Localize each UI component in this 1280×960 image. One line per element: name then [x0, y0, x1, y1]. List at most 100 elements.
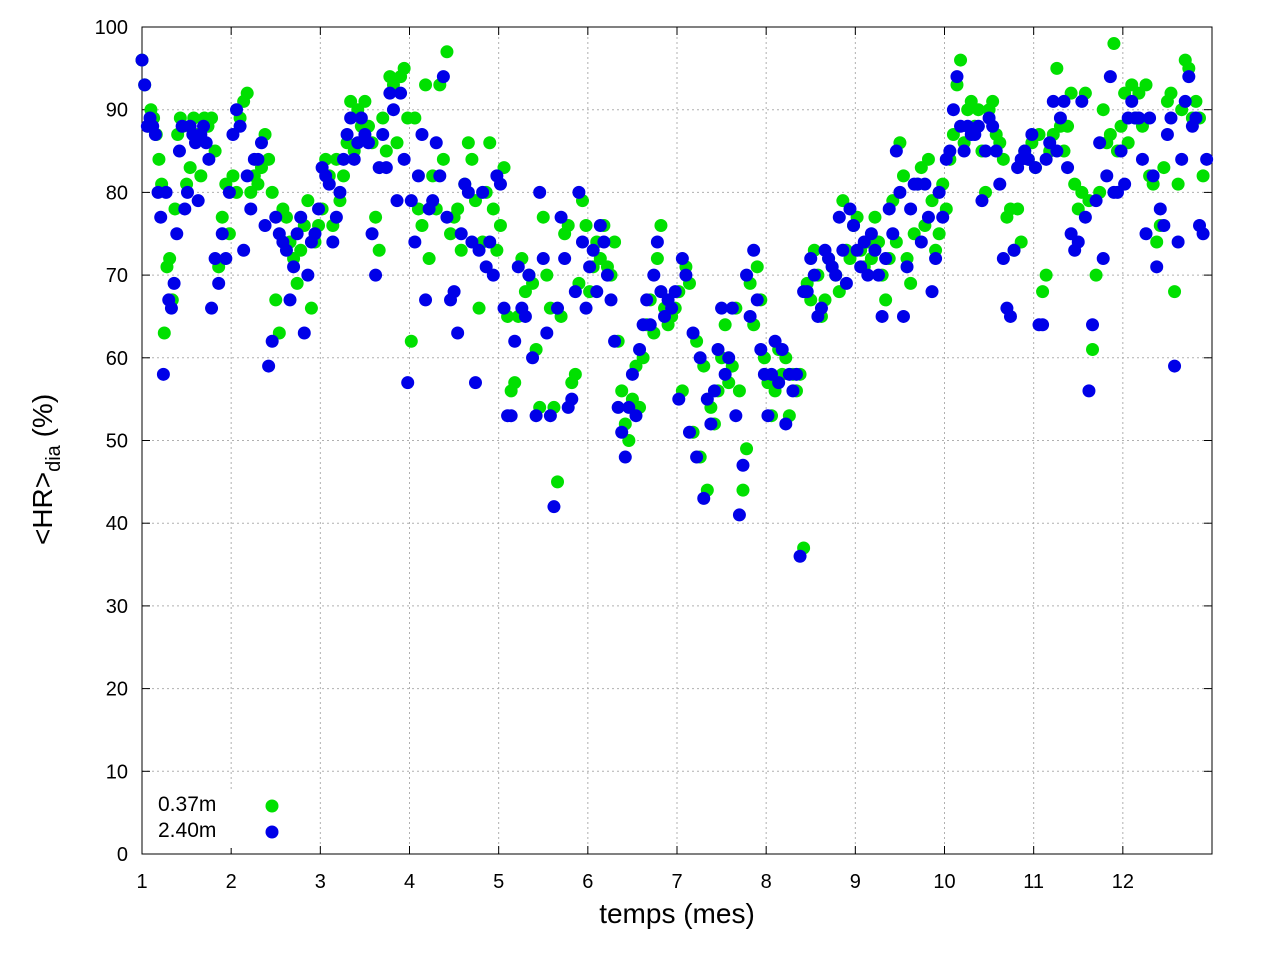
data-point-series-1: [986, 94, 1000, 108]
x-tick-label: 8: [761, 871, 772, 893]
data-point-series-1: [358, 94, 372, 108]
data-point-series-1: [879, 293, 893, 307]
data-point-series-1: [1096, 103, 1110, 117]
data-point-series-1: [205, 111, 219, 125]
data-point-series-2: [900, 260, 914, 274]
data-point-series-2: [800, 285, 814, 299]
data-point-series-2: [1139, 227, 1153, 241]
data-point-series-2: [893, 185, 907, 199]
data-point-series-2: [839, 276, 853, 290]
data-point-series-1: [1039, 268, 1053, 282]
data-point-series-1: [536, 210, 550, 224]
data-point-series-1: [608, 235, 622, 249]
data-point-series-2: [633, 343, 647, 357]
data-point-series-1: [440, 45, 454, 59]
data-point-series-1: [1196, 169, 1210, 183]
data-point-series-1: [932, 227, 946, 241]
data-point-series-2: [522, 268, 536, 282]
data-point-series-1: [337, 169, 351, 183]
data-point-series-2: [754, 343, 768, 357]
data-point-series-2: [732, 508, 746, 522]
data-point-series-2: [1039, 152, 1053, 166]
data-point-series-2: [279, 243, 293, 257]
data-point-series-2: [1146, 169, 1160, 183]
data-point-series-2: [1028, 161, 1042, 175]
data-point-series-2: [1089, 194, 1103, 208]
data-point-series-2: [212, 276, 226, 290]
data-point-series-2: [433, 169, 447, 183]
data-point-series-2: [436, 70, 450, 84]
data-point-series-2: [1025, 128, 1039, 142]
legend: 0.37m 2.40m: [150, 790, 300, 848]
data-point-series-2: [807, 268, 821, 282]
data-point-series-2: [1075, 94, 1089, 108]
data-point-series-2: [379, 161, 393, 175]
data-point-series-2: [1118, 177, 1132, 191]
data-point-series-2: [864, 227, 878, 241]
data-point-series-2: [361, 136, 375, 150]
data-point-series-2: [729, 409, 743, 423]
data-point-series-2: [312, 202, 326, 216]
data-point-series-2: [665, 301, 679, 315]
data-point-series-1: [1011, 202, 1025, 216]
data-point-series-2: [1086, 318, 1100, 332]
data-point-series-1: [369, 210, 383, 224]
data-point-series-2: [690, 450, 704, 464]
data-point-series-2: [493, 177, 507, 191]
data-point-series-1: [265, 185, 279, 199]
data-point-series-2: [426, 194, 440, 208]
data-point-series-1: [157, 326, 171, 340]
data-point-series-2: [1182, 70, 1196, 84]
data-point-series-2: [789, 367, 803, 381]
data-point-series-1: [251, 177, 265, 191]
data-point-series-1: [461, 136, 475, 150]
data-point-series-2: [554, 210, 568, 224]
data-point-series-2: [178, 202, 192, 216]
data-point-series-2: [668, 285, 682, 299]
data-point-series-2: [1100, 169, 1114, 183]
data-point-series-2: [697, 491, 711, 505]
data-point-series-1: [1171, 177, 1185, 191]
data-point-series-2: [518, 309, 532, 323]
data-point-series-1: [390, 136, 404, 150]
legend-label-series-1: 0.37m: [158, 793, 216, 816]
data-point-series-2: [287, 260, 301, 274]
data-point-series-2: [590, 285, 604, 299]
data-point-series-1: [1189, 94, 1203, 108]
data-point-series-2: [600, 268, 614, 282]
data-point-series-1: [615, 384, 629, 398]
data-point-series-2: [386, 103, 400, 117]
data-point-series-1: [301, 194, 315, 208]
data-point-series-2: [914, 235, 928, 249]
data-point-series-2: [725, 301, 739, 315]
data-point-series-2: [476, 185, 490, 199]
data-point-series-2: [472, 243, 486, 257]
data-point-series-2: [262, 359, 276, 373]
data-point-series-2: [240, 169, 254, 183]
y-tick-label: 30: [106, 596, 128, 618]
data-point-series-2: [943, 144, 957, 158]
data-point-series-2: [376, 128, 390, 142]
data-point-series-1: [1164, 86, 1178, 100]
data-point-series-2: [297, 326, 311, 340]
data-point-series-2: [219, 252, 233, 266]
data-point-series-2: [265, 334, 279, 348]
data-point-series-2: [946, 103, 960, 117]
data-point-series-2: [761, 409, 775, 423]
data-point-series-1: [1139, 78, 1153, 92]
data-point-series-2: [269, 210, 283, 224]
data-point-series-2: [526, 351, 540, 365]
data-point-series-2: [971, 119, 985, 133]
data-point-series-2: [529, 409, 543, 423]
legend-marker-series-1: [265, 799, 279, 813]
data-point-series-2: [1046, 94, 1060, 108]
data-point-series-2: [747, 243, 761, 257]
data-point-series-1: [194, 169, 208, 183]
data-point-series-2: [693, 351, 707, 365]
data-point-series-2: [975, 194, 989, 208]
data-point-series-2: [202, 152, 216, 166]
data-point-series-1: [921, 152, 935, 166]
data-point-series-2: [322, 177, 336, 191]
data-point-series-2: [294, 210, 308, 224]
